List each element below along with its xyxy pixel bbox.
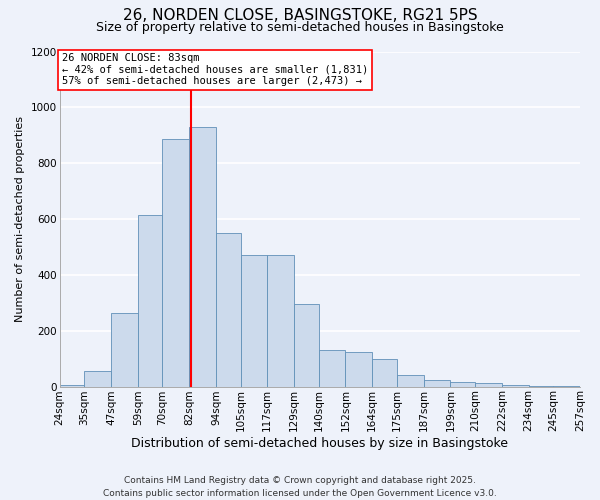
Bar [111,312,138,386]
Bar [475,383,502,386]
Bar [372,358,397,386]
Bar [189,127,216,386]
Bar [84,371,111,386]
Bar [216,233,241,386]
Bar [397,376,424,386]
Bar [502,385,529,386]
Bar [59,385,84,386]
Bar [138,215,163,386]
Bar [163,140,189,386]
Text: Contains HM Land Registry data © Crown copyright and database right 2025.
Contai: Contains HM Land Registry data © Crown c… [103,476,497,498]
Y-axis label: Number of semi-detached properties: Number of semi-detached properties [15,116,25,322]
Bar [424,380,451,386]
Text: 26, NORDEN CLOSE, BASINGSTOKE, RG21 5PS: 26, NORDEN CLOSE, BASINGSTOKE, RG21 5PS [122,8,478,22]
Text: Size of property relative to semi-detached houses in Basingstoke: Size of property relative to semi-detach… [96,21,504,34]
Bar [268,256,294,386]
Bar [294,304,319,386]
Bar [241,256,268,386]
X-axis label: Distribution of semi-detached houses by size in Basingstoke: Distribution of semi-detached houses by … [131,437,508,450]
Bar [346,352,372,386]
Bar [319,350,346,387]
Text: 26 NORDEN CLOSE: 83sqm
← 42% of semi-detached houses are smaller (1,831)
57% of : 26 NORDEN CLOSE: 83sqm ← 42% of semi-det… [62,53,368,86]
Bar [451,382,475,386]
